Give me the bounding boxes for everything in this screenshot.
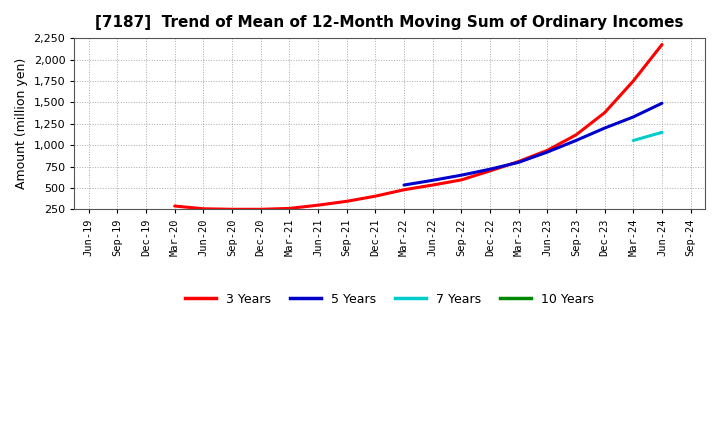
7 Years: [629, 138, 638, 143]
5 Years: [600, 125, 609, 131]
3 Years: [314, 202, 323, 208]
3 Years: [543, 148, 552, 153]
Line: 3 Years: 3 Years: [175, 44, 662, 209]
5 Years: [543, 150, 552, 155]
3 Years: [428, 183, 437, 188]
3 Years: [572, 132, 580, 138]
5 Years: [657, 101, 666, 106]
7 Years: [657, 130, 666, 135]
5 Years: [629, 114, 638, 120]
3 Years: [457, 177, 466, 183]
3 Years: [400, 187, 408, 192]
Legend: 3 Years, 5 Years, 7 Years, 10 Years: 3 Years, 5 Years, 7 Years, 10 Years: [180, 288, 600, 311]
3 Years: [371, 194, 379, 199]
Line: 5 Years: 5 Years: [404, 103, 662, 185]
3 Years: [285, 206, 294, 211]
3 Years: [600, 110, 609, 115]
5 Years: [457, 172, 466, 178]
3 Years: [256, 207, 265, 212]
Y-axis label: Amount (million yen): Amount (million yen): [15, 58, 28, 189]
5 Years: [400, 183, 408, 188]
3 Years: [657, 42, 666, 47]
3 Years: [199, 206, 207, 211]
3 Years: [228, 207, 236, 212]
5 Years: [514, 160, 523, 165]
5 Years: [486, 167, 495, 172]
5 Years: [428, 178, 437, 183]
3 Years: [342, 199, 351, 204]
Line: 7 Years: 7 Years: [634, 132, 662, 140]
3 Years: [629, 78, 638, 84]
5 Years: [572, 138, 580, 143]
3 Years: [171, 203, 179, 209]
3 Years: [514, 159, 523, 164]
Title: [7187]  Trend of Mean of 12-Month Moving Sum of Ordinary Incomes: [7187] Trend of Mean of 12-Month Moving …: [96, 15, 684, 30]
3 Years: [486, 168, 495, 173]
